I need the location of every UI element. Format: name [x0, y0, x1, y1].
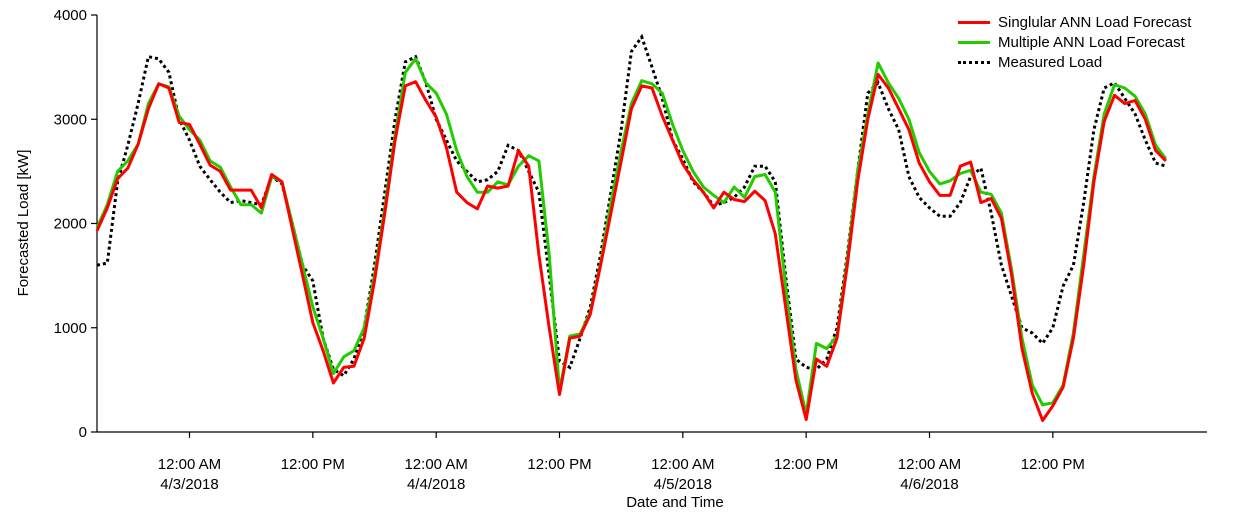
legend-item: Multiple ANN Load Forecast: [958, 32, 1191, 52]
y-axis-title: Forecasted Load [kW]: [15, 150, 32, 297]
legend-label: Singlular ANN Load Forecast: [998, 13, 1192, 31]
chart-ticks: 0 1000 2000 3000 4000 12:00 AM 4/3/2018 12:00 P…: [54, 7, 1085, 493]
legend-swatch: [958, 40, 990, 44]
x-tick-date-label: 4/4/2018: [407, 476, 465, 493]
chart-axes: [96, 15, 1207, 433]
y-tick-label: 2000: [54, 216, 87, 233]
y-tick-label: 0: [79, 424, 87, 441]
x-tick-label: 12:00 AM: [651, 456, 714, 473]
legend-label: Measured Load: [998, 53, 1103, 71]
x-tick-date-label: 4/5/2018: [654, 476, 712, 493]
chart-series: [95, 33, 1168, 422]
series-line-1: [95, 72, 1167, 422]
x-tick-label: 12:00 AM: [158, 456, 221, 473]
x-tick-label: 12:00 AM: [898, 456, 961, 473]
chart-legend: Singlular ANN Load Forecast Multiple ANN …: [958, 12, 1191, 72]
legend-label: Multiple ANN Load Forecast: [998, 33, 1185, 51]
y-tick-label: 3000: [54, 111, 87, 128]
legend-item: Measured Load: [958, 52, 1191, 72]
x-tick-label: 12:00 PM: [774, 456, 838, 473]
x-tick-date-label: 4/6/2018: [900, 476, 958, 493]
x-axis-title: Date and Time: [626, 494, 724, 511]
x-tick-label: 12:00 PM: [1021, 456, 1085, 473]
x-tick-label: 12:00 PM: [527, 456, 591, 473]
series-line-3: [96, 33, 1167, 378]
legend-swatch: [958, 60, 990, 64]
legend-item: Singlular ANN Load Forecast: [958, 12, 1191, 32]
x-tick-label: 12:00 PM: [281, 456, 345, 473]
x-tick-label: 12:00 AM: [404, 456, 467, 473]
y-tick-label: 4000: [54, 7, 87, 24]
x-tick-date-label: 4/3/2018: [160, 476, 218, 493]
legend-swatch: [958, 20, 990, 24]
y-tick-label: 1000: [54, 320, 87, 337]
